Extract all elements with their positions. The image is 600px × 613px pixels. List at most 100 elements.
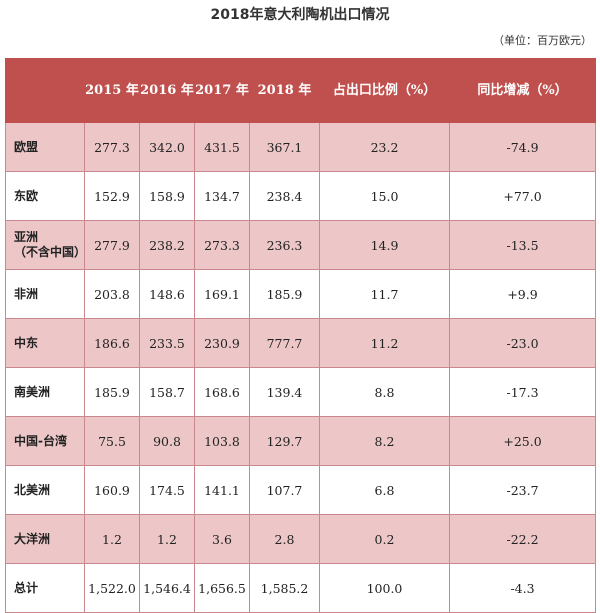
value-cell-share: 11.7 (319, 269, 450, 319)
region-name: 中东 (14, 335, 39, 350)
table-row: 大洋洲 1.2 1.2 3.6 2.8 0.2 -22.2 (5, 514, 596, 564)
value-cell-v2018: 2.8 (249, 514, 320, 564)
header-region (5, 58, 85, 123)
table-row: 南美洲 185.9 158.7 168.6 139.4 8.8 -17.3 (5, 367, 596, 417)
value-cell-v2017: 431.5 (194, 122, 250, 172)
table-row: 非洲 203.8 148.6 169.1 185.9 11.7 +9.9 (5, 269, 596, 319)
export-table: 2015 年 2016 年 2017 年 2018 年 占出口比例（%） 同比增… (5, 58, 596, 613)
value-cell-v2017: 168.6 (194, 367, 250, 417)
region-cell: 南美洲 (5, 367, 85, 417)
region-name: 南美洲 (14, 384, 51, 399)
region-name: 北美洲 (14, 482, 51, 497)
value-cell-v2015: 277.9 (84, 220, 140, 270)
value-cell-yoy: +25.0 (449, 416, 596, 466)
value-cell-v2016: 148.6 (139, 269, 195, 319)
value-cell-v2018: 777.7 (249, 318, 320, 368)
table-row: 欧盟 277.3 342.0 431.5 367.1 23.2 -74.9 (5, 122, 596, 172)
header-2015: 2015 年 (84, 58, 140, 123)
value-cell-v2017: 3.6 (194, 514, 250, 564)
value-cell-yoy: -22.2 (449, 514, 596, 564)
value-cell-v2016: 342.0 (139, 122, 195, 172)
value-cell-v2017: 273.3 (194, 220, 250, 270)
region-name: 非洲 (14, 286, 39, 301)
value-cell-v2015: 185.9 (84, 367, 140, 417)
region-cell: 中国-台湾 (5, 416, 85, 466)
value-cell-v2018: 129.7 (249, 416, 320, 466)
header-2018: 2018 年 (249, 58, 320, 123)
value-cell-share: 100.0 (319, 563, 450, 613)
value-cell-v2018: 139.4 (249, 367, 320, 417)
value-cell-yoy: -13.5 (449, 220, 596, 270)
value-cell-v2017: 134.7 (194, 171, 250, 221)
header-2016: 2016 年 (139, 58, 195, 123)
region-name: 亚洲 (14, 230, 39, 244)
region-name: 总计 (14, 580, 39, 595)
table-row: 亚洲 （不含中国） 277.9 238.2 273.3 236.3 14.9 -13.5 (5, 220, 596, 270)
value-cell-v2018: 367.1 (249, 122, 320, 172)
value-cell-v2015: 1.2 (84, 514, 140, 564)
region-cell: 北美洲 (5, 465, 85, 515)
table-row: 总计 1,522.0 1,546.4 1,656.5 1,585.2 100.0 -4.3 (5, 563, 596, 613)
region-name: 东欧 (14, 188, 39, 203)
value-cell-v2018: 107.7 (249, 465, 320, 515)
region-cell: 欧盟 (5, 122, 85, 172)
value-cell-v2016: 90.8 (139, 416, 195, 466)
value-cell-yoy: -4.3 (449, 563, 596, 613)
value-cell-v2018: 185.9 (249, 269, 320, 319)
table-row: 东欧 152.9 158.9 134.7 238.4 15.0 +77.0 (5, 171, 596, 221)
region-note: （不含中国） (14, 245, 87, 259)
value-cell-yoy: -23.7 (449, 465, 596, 515)
value-cell-v2015: 160.9 (84, 465, 140, 515)
value-cell-v2018: 1,585.2 (249, 563, 320, 613)
value-cell-v2015: 186.6 (84, 318, 140, 368)
value-cell-share: 8.8 (319, 367, 450, 417)
value-cell-v2016: 233.5 (139, 318, 195, 368)
value-cell-yoy: +77.0 (449, 171, 596, 221)
region-cell: 中东 (5, 318, 85, 368)
value-cell-v2017: 1,656.5 (194, 563, 250, 613)
region-name: 中国-台湾 (14, 433, 67, 448)
unit-label: （单位：百万欧元） (493, 34, 592, 47)
value-cell-v2016: 1.2 (139, 514, 195, 564)
region-cell: 大洋洲 (5, 514, 85, 564)
page-title: 2018年意大利陶机出口情况 (210, 7, 390, 23)
value-cell-v2016: 174.5 (139, 465, 195, 515)
header-2017: 2017 年 (194, 58, 250, 123)
region-cell: 东欧 (5, 171, 85, 221)
value-cell-v2016: 238.2 (139, 220, 195, 270)
header-share: 占出口比例（%） (319, 58, 450, 123)
value-cell-share: 23.2 (319, 122, 450, 172)
region-name: 欧盟 (14, 139, 39, 154)
value-cell-v2017: 103.8 (194, 416, 250, 466)
value-cell-yoy: -17.3 (449, 367, 596, 417)
value-cell-v2017: 169.1 (194, 269, 250, 319)
value-cell-v2015: 277.3 (84, 122, 140, 172)
value-cell-yoy: -23.0 (449, 318, 596, 368)
value-cell-share: 0.2 (319, 514, 450, 564)
value-cell-share: 14.9 (319, 220, 450, 270)
value-cell-share: 11.2 (319, 318, 450, 368)
value-cell-share: 6.8 (319, 465, 450, 515)
value-cell-v2017: 230.9 (194, 318, 250, 368)
value-cell-yoy: +9.9 (449, 269, 596, 319)
table-row: 中国-台湾 75.5 90.8 103.8 129.7 8.2 +25.0 (5, 416, 596, 466)
value-cell-yoy: -74.9 (449, 122, 596, 172)
value-cell-v2015: 75.5 (84, 416, 140, 466)
table-row: 中东 186.6 233.5 230.9 777.7 11.2 -23.0 (5, 318, 596, 368)
value-cell-share: 15.0 (319, 171, 450, 221)
table-header-row: 2015 年 2016 年 2017 年 2018 年 占出口比例（%） 同比增… (5, 58, 596, 123)
region-cell: 非洲 (5, 269, 85, 319)
value-cell-v2015: 152.9 (84, 171, 140, 221)
value-cell-share: 8.2 (319, 416, 450, 466)
region-cell: 总计 (5, 563, 85, 613)
region-name: 大洋洲 (14, 531, 51, 546)
table-row: 北美洲 160.9 174.5 141.1 107.7 6.8 -23.7 (5, 465, 596, 515)
value-cell-v2016: 158.9 (139, 171, 195, 221)
header-yoy: 同比增减（%） (449, 58, 596, 123)
value-cell-v2016: 158.7 (139, 367, 195, 417)
value-cell-v2018: 238.4 (249, 171, 320, 221)
value-cell-v2015: 203.8 (84, 269, 140, 319)
value-cell-v2016: 1,546.4 (139, 563, 195, 613)
value-cell-v2018: 236.3 (249, 220, 320, 270)
value-cell-v2015: 1,522.0 (84, 563, 140, 613)
